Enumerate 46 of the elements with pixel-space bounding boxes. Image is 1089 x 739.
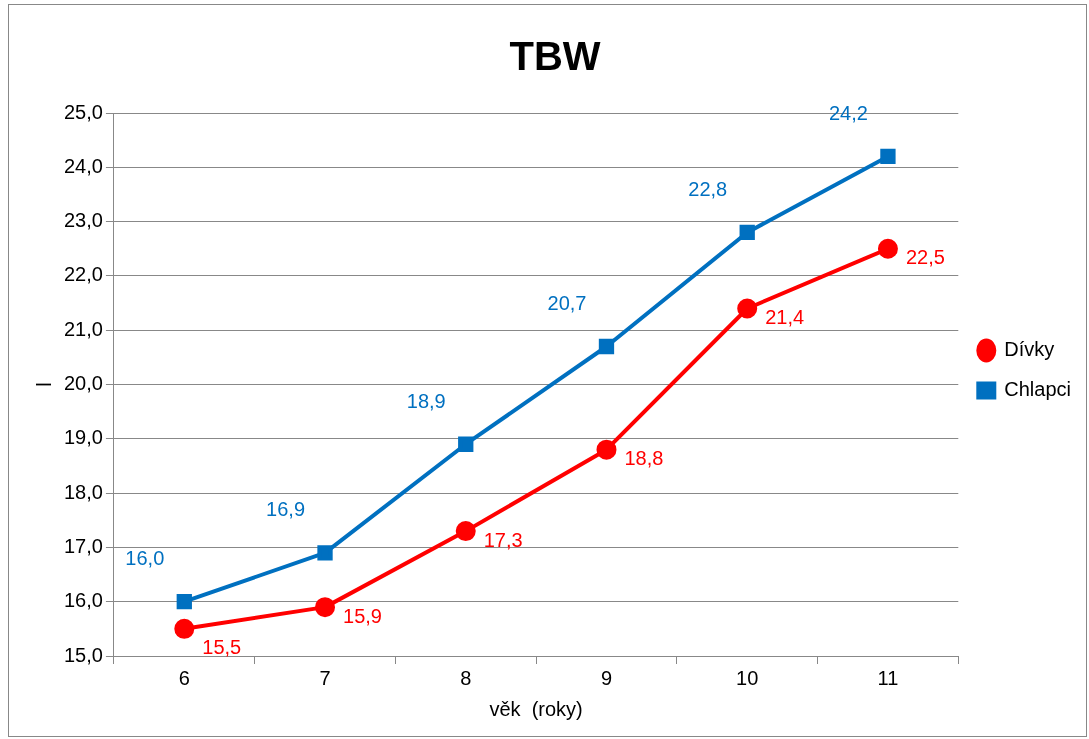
y-tick-label: 20,0 xyxy=(63,372,103,395)
data-label: 22,5 xyxy=(905,246,945,269)
point xyxy=(739,224,755,241)
legend-label: Chlapci xyxy=(1004,378,1071,401)
x-tick-label: 11 xyxy=(877,666,899,689)
x-tick-label: 9 xyxy=(600,666,613,689)
data-label: 16,9 xyxy=(266,498,306,521)
point xyxy=(598,338,615,355)
data-label: 22,8 xyxy=(688,177,728,200)
y-axis-title: l xyxy=(32,382,55,387)
legend-label: Dívky xyxy=(1004,338,1055,361)
point xyxy=(877,238,898,259)
point xyxy=(176,594,192,610)
data-label: 15,5 xyxy=(202,636,242,659)
x-tick-label: 7 xyxy=(319,666,331,689)
y-tick-label: 21,0 xyxy=(63,317,103,340)
data-label: 16,0 xyxy=(125,547,165,570)
data-label: 18,8 xyxy=(624,447,664,470)
x-tick-label: 6 xyxy=(178,666,190,689)
point xyxy=(317,545,333,561)
x-tick-label: 8 xyxy=(460,666,472,689)
point xyxy=(455,521,476,542)
point xyxy=(458,436,474,452)
chart-title: TBW xyxy=(509,34,601,79)
y-tick-label: 25,0 xyxy=(63,100,103,123)
data-label: 17,3 xyxy=(483,528,523,551)
y-tick-label: 16,0 xyxy=(63,589,103,612)
data-label: 15,9 xyxy=(343,604,382,627)
x-axis-title: věk (roky) xyxy=(489,697,583,720)
y-tick-label: 15,0 xyxy=(63,643,103,666)
y-tick-label: 18,0 xyxy=(63,480,103,503)
point xyxy=(880,148,896,165)
point xyxy=(174,618,195,639)
y-tick-label: 22,0 xyxy=(63,263,103,286)
x-tick-label: 10 xyxy=(736,666,759,689)
point xyxy=(596,439,617,460)
y-tick-label: 17,0 xyxy=(63,534,103,557)
data-label: 24,2 xyxy=(829,101,868,124)
y-tick-label: 24,0 xyxy=(63,154,103,177)
point xyxy=(315,597,336,618)
point xyxy=(737,298,758,319)
data-label: 21,4 xyxy=(765,306,805,328)
y-tick-label: 23,0 xyxy=(63,209,103,232)
y-tick-label: 19,0 xyxy=(63,426,103,449)
data-label: 18,9 xyxy=(406,389,446,412)
data-label: 20,7 xyxy=(547,292,587,315)
